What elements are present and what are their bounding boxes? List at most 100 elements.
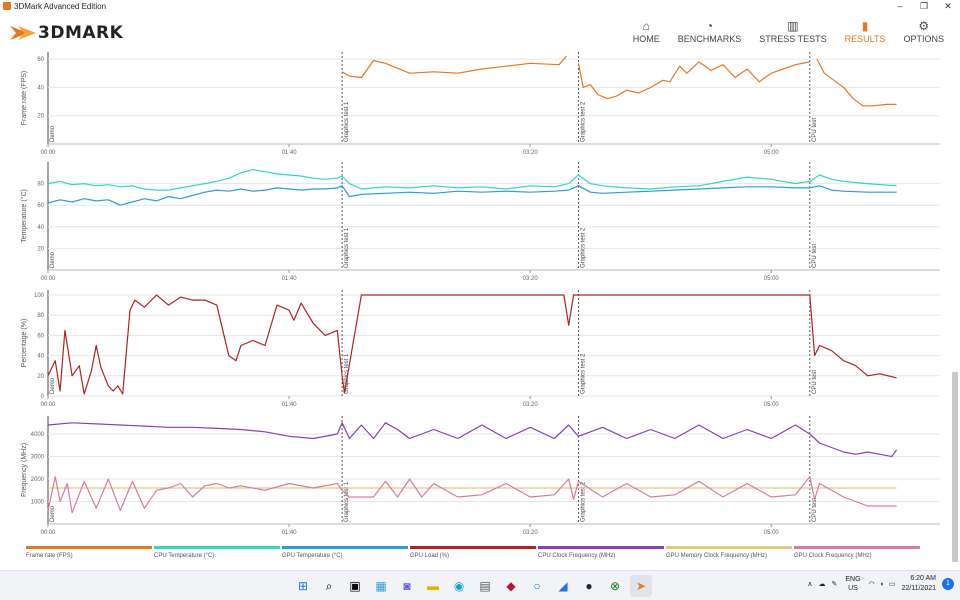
window-title: 3DMark Advanced Edition <box>14 2 107 11</box>
system-tray: ∧ ☁ ✎ ENG US ◠ ◖ ▭ 6:20 AM 22/11/2021 1 <box>807 574 954 594</box>
x-tick-label: 00:00 <box>40 276 56 282</box>
language-indicator[interactable]: ENG US <box>845 575 860 593</box>
y-tick-label: 20 <box>37 114 44 120</box>
x-tick-label: 03:20 <box>523 402 539 408</box>
y-tick-label: 60 <box>37 203 44 209</box>
scrollbar-thumb[interactable] <box>952 372 958 562</box>
volume-icon[interactable]: ◖ <box>879 580 884 588</box>
test-marker-label: Demo <box>50 125 56 142</box>
legend-swatch <box>282 546 408 549</box>
taskbar: ⊞ ⌕ ▣ ▦ ◙ ▬ ◉ ▤ ◆ ○ ◢ ● ⊗ ➤ ∧ ☁ ✎ ENG US… <box>0 570 960 600</box>
legend-item: CPU Temperature (°C) <box>154 546 282 566</box>
x-tick-label: 03:20 <box>523 530 539 536</box>
legend-swatch <box>410 546 536 549</box>
test-marker-label: CPU test <box>812 498 818 522</box>
y-tick-label: 100 <box>34 293 45 299</box>
legend-label: GPU Load (%) <box>410 553 450 559</box>
nav-stress-tests-label: STRESS TESTS <box>759 34 827 44</box>
clock[interactable]: 6:20 AM 22/11/2021 <box>901 574 936 594</box>
nav-stress-tests[interactable]: ▥ STRESS TESTS <box>759 18 826 44</box>
start-icon[interactable]: ⊞ <box>297 579 309 593</box>
minimize-icon[interactable]: – <box>897 1 903 11</box>
legend-label: GPU Temperature (°C) <box>282 553 343 559</box>
task-view-icon[interactable]: ▣ <box>349 579 361 593</box>
search-icon[interactable]: ⌕ <box>325 578 333 593</box>
y-tick-label: 4000 <box>31 432 45 438</box>
battery-icon[interactable]: ▭ <box>888 581 896 588</box>
cortana-icon[interactable]: ○ <box>533 579 541 593</box>
x-tick-label: 00:00 <box>40 150 56 156</box>
mcafee-icon[interactable]: ◆ <box>506 579 516 593</box>
xbox-icon[interactable]: ⊗ <box>609 579 621 593</box>
test-marker-label: Graphics test 1 <box>344 101 350 142</box>
x-tick-label: 05:00 <box>764 276 780 282</box>
y-tick-label: 20 <box>37 246 44 252</box>
nav-results-label: RESULTS <box>844 34 886 44</box>
clock-date: 22/11/2021 <box>901 585 936 592</box>
series-line <box>577 61 810 100</box>
steam-icon[interactable]: ● <box>585 579 593 593</box>
legend-label: GPU Memory Clock Frequency (MHz) <box>666 553 768 559</box>
maximize-icon[interactable]: ❐ <box>919 1 929 11</box>
chart-legend: Frame rate (FPS) CPU Temperature (°C) GPU … <box>26 546 926 566</box>
test-marker-label: Demo <box>50 505 56 522</box>
legend-item: GPU Memory Clock Frequency (MHz) <box>666 546 794 566</box>
bars-icon: ▥ <box>787 19 799 33</box>
window-titlebar: 3DMark Advanced Edition – ❐ ✕ <box>0 0 960 14</box>
close-icon[interactable]: ✕ <box>944 1 952 11</box>
nav-options-label: OPTIONS <box>903 34 944 44</box>
legend-label: Frame rate (FPS) <box>26 553 73 559</box>
cloud-icon[interactable]: ☁ <box>818 581 826 588</box>
nav-benchmarks-label: BENCHMARKS <box>677 34 742 44</box>
test-marker-label: Graphics test 2 <box>580 481 586 522</box>
chevron-up-icon[interactable]: ∧ <box>807 581 813 588</box>
gear-icon: ⚙ <box>918 19 930 33</box>
language-code: ENG <box>845 576 861 583</box>
nav-benchmarks[interactable]: ◔ BENCHMARKS <box>678 18 742 44</box>
x-tick-label: 01:40 <box>282 150 298 156</box>
store-icon[interactable]: ▤ <box>479 579 491 593</box>
app-icon <box>3 2 11 10</box>
nav-results[interactable]: ▮ RESULTS <box>845 18 886 44</box>
legend-swatch <box>538 546 664 549</box>
x-tick-label: 00:00 <box>40 402 56 408</box>
y-axis-label: Frame rate (FPS) <box>21 71 28 125</box>
legend-swatch <box>154 546 280 549</box>
brand-logo[interactable]: 3DMARK <box>10 18 123 48</box>
legend-label: CPU Clock Frequency (MHz) <box>538 553 616 559</box>
legend-label: CPU Temperature (°C) <box>154 553 215 559</box>
legend-item: GPU Clock Frequency (MHz) <box>794 546 922 566</box>
series-line <box>47 294 897 395</box>
notification-badge[interactable]: 1 <box>942 578 954 590</box>
edge-icon[interactable]: ◉ <box>453 579 465 593</box>
pen-icon[interactable]: ✎ <box>831 581 838 588</box>
results-icon: ▮ <box>861 19 869 33</box>
widgets-icon[interactable]: ▦ <box>375 579 387 593</box>
nav-home[interactable]: ⌂ HOME <box>633 18 660 44</box>
y-tick-label: 3000 <box>31 455 45 461</box>
file-explorer-icon[interactable]: ▬ <box>427 579 439 593</box>
monitoring-charts: 20 40 60 Frame rate (FPS) 00:00 01:40 03:20 05:… <box>0 52 960 570</box>
nav-options[interactable]: ⚙ OPTIONS <box>903 18 944 44</box>
test-marker-label: Graphics test 2 <box>580 101 586 142</box>
y-axis-label: Percentage (%) <box>21 319 28 368</box>
legend-swatch <box>666 546 792 549</box>
x-tick-label: 00:00 <box>40 530 56 536</box>
clock-time: 6:20 AM <box>910 575 936 582</box>
legend-label: GPU Clock Frequency (MHz) <box>794 553 872 559</box>
chat-icon[interactable]: ◙ <box>403 579 411 593</box>
y-tick-label: 40 <box>37 225 44 231</box>
y-tick-label: 2000 <box>31 477 45 483</box>
y-axis-label: Frequency (MHz) <box>21 443 28 497</box>
test-marker-label: Graphics test 1 <box>344 481 350 522</box>
series-line <box>47 476 897 514</box>
scrollbar[interactable] <box>952 54 958 566</box>
3dmark-taskbar-icon[interactable]: ➤ <box>630 575 652 597</box>
legend-swatch <box>26 546 152 549</box>
wifi-icon[interactable]: ◠ <box>868 581 875 588</box>
test-marker-label: Demo <box>50 377 56 394</box>
y-tick-label: 20 <box>37 374 44 380</box>
legend-item: GPU Load (%) <box>410 546 538 566</box>
pen-app-icon[interactable]: ◢ <box>558 579 568 593</box>
home-icon: ⌂ <box>642 19 650 33</box>
